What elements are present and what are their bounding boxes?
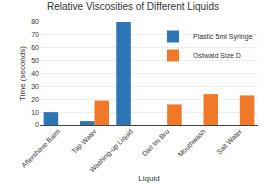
svg-text:Mouthwash: Mouthwash	[176, 128, 206, 158]
svg-text:Plastic 5ml Syringe: Plastic 5ml Syringe	[193, 33, 253, 41]
svg-text:Salt Water: Salt Water	[215, 127, 243, 155]
svg-text:0: 0	[35, 121, 39, 128]
svg-text:50: 50	[31, 57, 39, 64]
svg-text:20: 20	[31, 96, 39, 103]
svg-text:80: 80	[31, 18, 39, 25]
svg-text:40: 40	[31, 70, 39, 77]
svg-text:Ostwald Size D: Ostwald Size D	[193, 52, 241, 59]
svg-text:60: 60	[31, 44, 39, 51]
svg-text:Washing-up Liquid: Washing-up Liquid	[88, 128, 135, 175]
svg-text:Time (seconds): Time (seconds)	[18, 46, 27, 101]
svg-text:10: 10	[31, 109, 39, 116]
svg-text:Liquid: Liquid	[138, 174, 159, 183]
svg-text:Diet Im Bru: Diet Im Bru	[141, 128, 171, 158]
svg-text:30: 30	[31, 83, 39, 90]
svg-text:Tap Water: Tap Water	[70, 127, 99, 156]
svg-text:70: 70	[31, 31, 39, 38]
svg-text:Relative Viscosities of Differ: Relative Viscosities of Different Liquid…	[47, 1, 219, 12]
svg-text:Aftershave Balm: Aftershave Balm	[20, 128, 61, 169]
